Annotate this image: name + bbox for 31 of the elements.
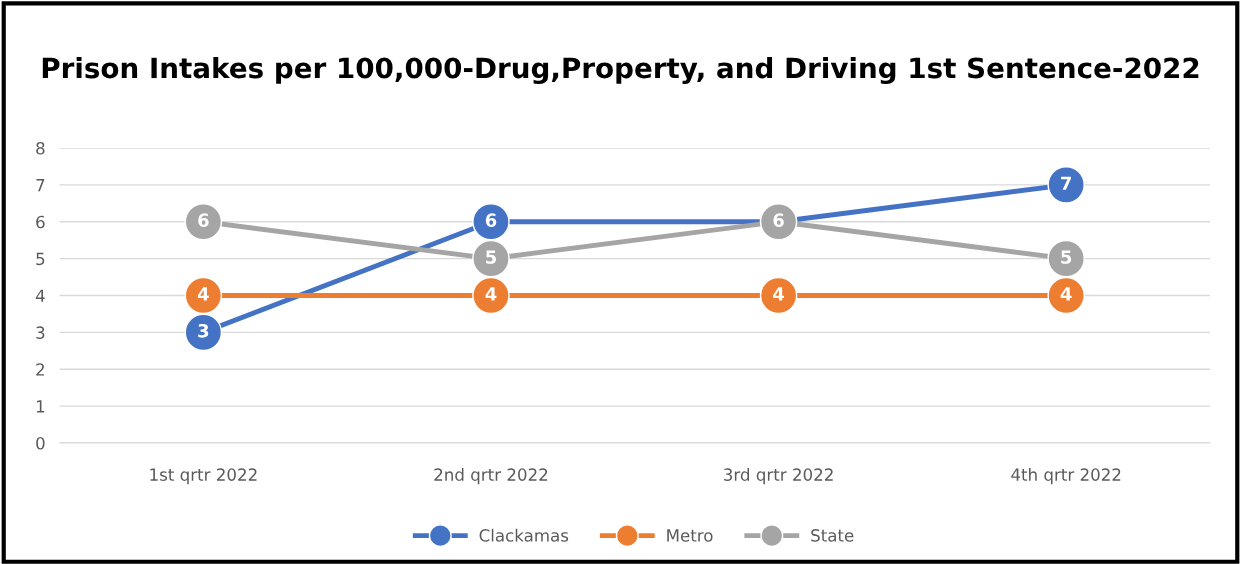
point bbox=[1047, 166, 1085, 204]
y-tick-label: 6 bbox=[36, 215, 45, 229]
y-tick-label: 2 bbox=[36, 363, 45, 376]
legend-label: Metro bbox=[667, 529, 713, 542]
chart-title: Prison Intakes per 100,000-Drug,Property, and Driving 1st Sentence-2022 bbox=[42, 56, 1199, 85]
y-tick-label: 7 bbox=[36, 179, 45, 192]
y-tick-label: 0 bbox=[36, 436, 45, 450]
point bbox=[472, 239, 510, 278]
y-tick-label: 3 bbox=[36, 326, 45, 339]
data-label: 4 bbox=[773, 287, 785, 301]
y-tick-label: 4 bbox=[35, 289, 45, 302]
point bbox=[1047, 239, 1085, 278]
legend-label: Clackamas bbox=[479, 528, 569, 542]
data-label: 4 bbox=[197, 287, 209, 301]
data-label: 5 bbox=[486, 250, 496, 264]
data-label: 6 bbox=[198, 213, 209, 227]
data-label: 4 bbox=[1060, 287, 1072, 301]
x-tick-label: 4th qrtr 2022 bbox=[1011, 468, 1121, 485]
x-tick-label: 1st qrtr 2022 bbox=[150, 468, 257, 485]
data-label: 7 bbox=[1061, 176, 1072, 190]
y-tick-label: 1 bbox=[36, 400, 45, 413]
y-tick-label: 8 bbox=[36, 141, 45, 155]
data-label: 5 bbox=[1061, 250, 1072, 264]
data-label: 4 bbox=[485, 287, 497, 301]
data-label: 3 bbox=[198, 323, 209, 338]
data-label: 6 bbox=[773, 213, 784, 227]
data-label: 6 bbox=[485, 213, 497, 227]
x-tick-label: 2nd qrtr 2022 bbox=[434, 468, 548, 485]
legend-label: State bbox=[811, 529, 854, 542]
y-tick-label: 5 bbox=[36, 252, 45, 266]
x-tick-label: 3rd qrtr 2022 bbox=[724, 468, 833, 485]
